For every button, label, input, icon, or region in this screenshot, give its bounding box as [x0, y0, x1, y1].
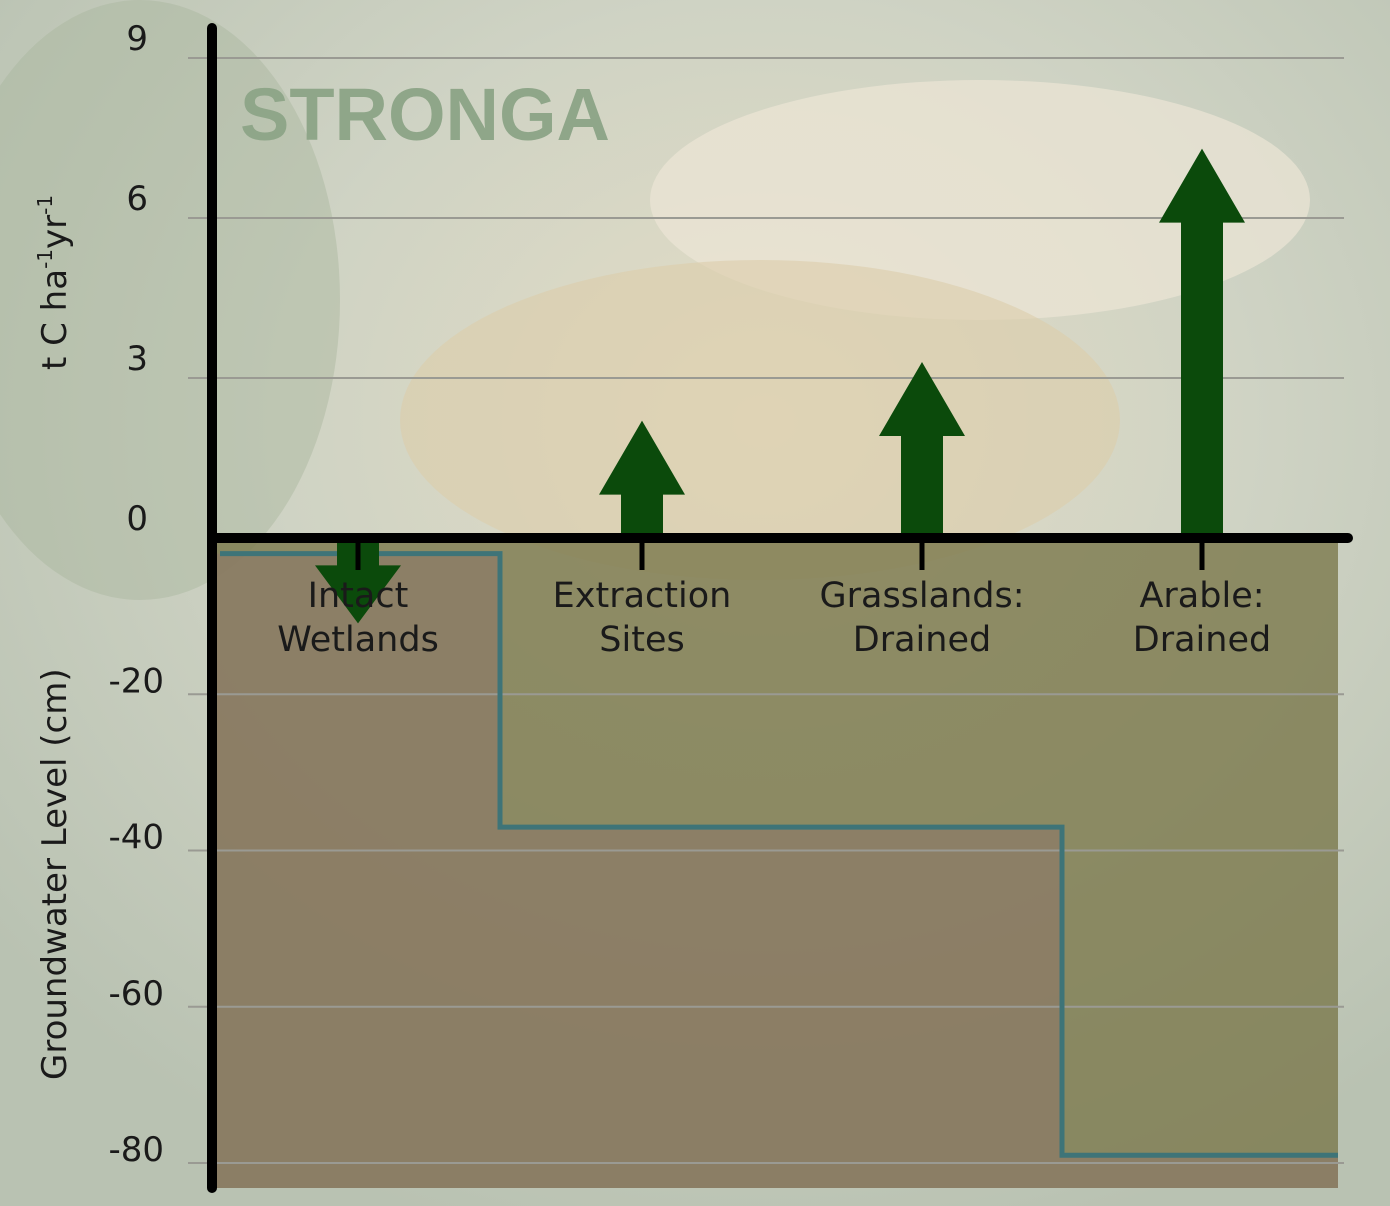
tick-labels: 9 6 3 0 -20 -40 -60 -80: [108, 19, 164, 1170]
category-label-3: Arable: Drained: [1133, 576, 1271, 660]
y-tick-label-upper-0: 9: [126, 19, 148, 59]
y-tick-label-upper-2: 3: [126, 339, 148, 379]
y-tick-label-lower-2: -60: [108, 974, 164, 1014]
axes: [207, 23, 1353, 1193]
y-tick-label-upper-1: 6: [126, 179, 148, 219]
soil-below-water-3: [1062, 1155, 1338, 1188]
y-tick-label-lower-3: -80: [108, 1130, 164, 1170]
category-label-0: Intact Wetlands: [277, 576, 439, 660]
y-tick-label-lower-0: -20: [108, 661, 164, 701]
svg-text:t C ha-1yr-1: t C ha-1yr-1: [33, 195, 75, 370]
soil-below-water-0: [216, 553, 500, 1188]
grid-lines: [188, 57, 1344, 1164]
groundwater-step-line: [220, 551, 1338, 1158]
upper-y-axis-label: t C ha-1yr-1: [33, 195, 75, 370]
flux-arrows: [315, 148, 1245, 624]
category-labels: Intact Wetlands Extraction Sites Grasslands:…: [277, 576, 1271, 660]
flux-arrow-1: [599, 420, 685, 534]
flux-arrow-2: [879, 362, 965, 534]
category-label-2: Grasslands: Drained: [819, 576, 1024, 660]
brand-logo: STRONGA: [240, 73, 610, 156]
y-tick-label-lower-1: -40: [108, 818, 164, 858]
flux-arrow-3: [1159, 148, 1245, 534]
lower-y-axis-label: Groundwater Level (cm): [35, 668, 75, 1080]
y-tick-label-upper-3: 0: [126, 499, 148, 539]
flux-arrow-0: [315, 542, 401, 624]
category-label-1: Extraction Sites: [553, 576, 732, 660]
